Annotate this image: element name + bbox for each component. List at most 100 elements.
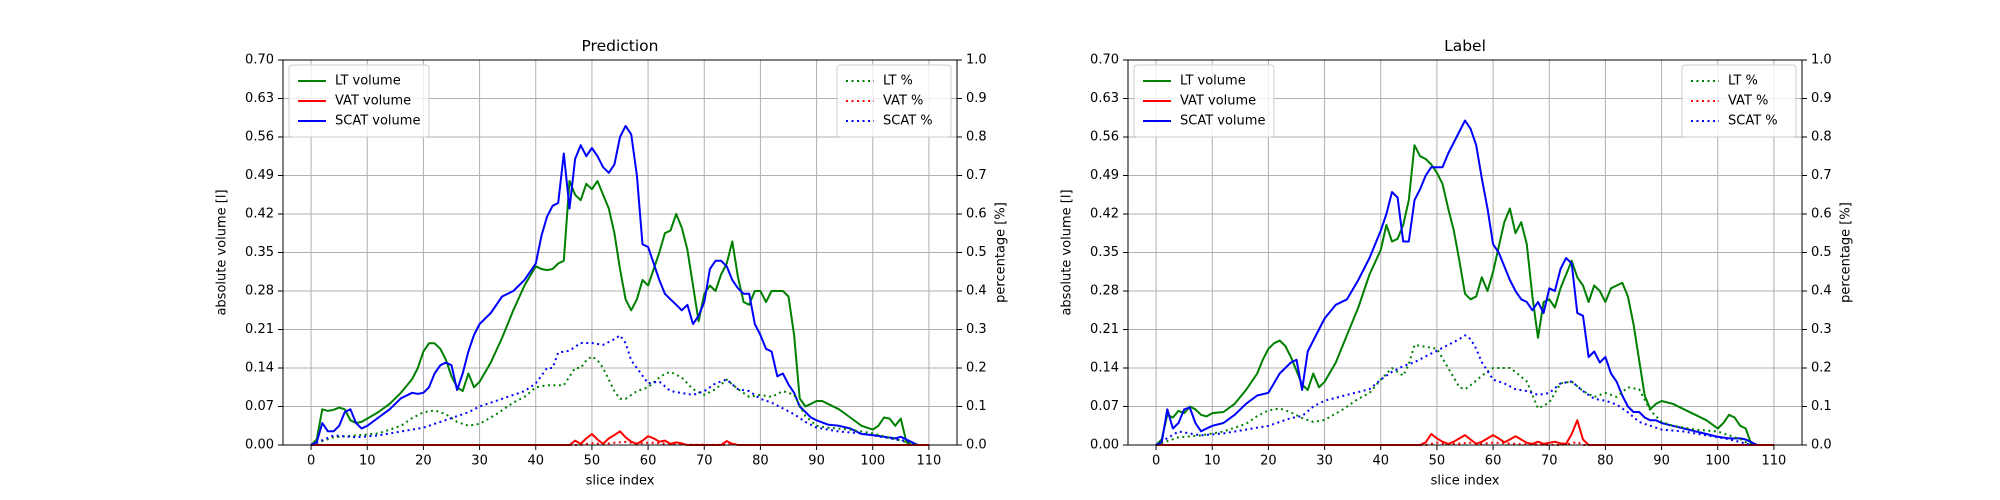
y-right-tick-label: 0.7 bbox=[966, 168, 987, 183]
y-left-axis-label: absolute volume [l] bbox=[215, 189, 230, 315]
y-right-tick-label: 0.0 bbox=[966, 438, 987, 453]
x-tick-label: 80 bbox=[752, 454, 769, 469]
series-line-scat-volume bbox=[1155, 119, 1758, 446]
y-left-tick-label: 0.49 bbox=[1090, 168, 1119, 183]
x-tick-label: 110 bbox=[917, 454, 942, 469]
legend-left: LT volume VAT volume SCAT volume bbox=[288, 64, 430, 138]
legend-label: VAT % bbox=[1728, 94, 1768, 109]
y-right-tick-label: 0.9 bbox=[966, 91, 987, 106]
y-right-tick-label: 0.8 bbox=[966, 130, 987, 145]
y-right-tick-label: 0.4 bbox=[966, 284, 987, 299]
y-left-tick-label: 0.42 bbox=[1090, 207, 1119, 222]
y-left-tick-label: 0.42 bbox=[245, 207, 274, 222]
chart-panel-1: 0 10 20 30 40 50 60 70 80 90 100 110 0.00 0.07 0.14 0.2… bbox=[1060, 37, 1854, 489]
y-right-tick-label: 0.3 bbox=[1811, 322, 1832, 337]
y-left-tick-label: 0.49 bbox=[245, 168, 274, 183]
x-tick-label: 20 bbox=[415, 454, 432, 469]
legend-label: SCAT % bbox=[1728, 114, 1778, 129]
y-left-tick-label: 0.56 bbox=[1090, 130, 1119, 145]
chart-title: Prediction bbox=[581, 37, 658, 55]
x-tick-label: 0 bbox=[307, 454, 315, 469]
x-axis-label: slice index bbox=[586, 474, 655, 489]
series-line-lt-volume bbox=[310, 180, 913, 446]
x-tick-label: 100 bbox=[1705, 454, 1730, 469]
y-left-tick-label: 0.28 bbox=[245, 284, 274, 299]
y-right-tick-label: 0.4 bbox=[1811, 284, 1832, 299]
legend-frame bbox=[836, 64, 952, 138]
x-tick-label: 100 bbox=[860, 454, 885, 469]
x-tick-label: 70 bbox=[1541, 454, 1558, 469]
y-left-tick-label: 0.14 bbox=[245, 361, 274, 376]
y-right-tick-label: 0.8 bbox=[1811, 130, 1832, 145]
x-tick-label: 80 bbox=[1597, 454, 1614, 469]
x-tick-label: 10 bbox=[1204, 454, 1221, 469]
y-left-tick-label: 0.35 bbox=[245, 245, 274, 260]
y-left-tick-label: 0.70 bbox=[1090, 53, 1119, 68]
x-axis-label: slice index bbox=[1431, 474, 1500, 489]
y-right-tick-label: 0.5 bbox=[1811, 245, 1832, 260]
y-right-tick-label: 0.9 bbox=[1811, 91, 1832, 106]
legend-label: VAT volume bbox=[335, 94, 411, 109]
legend-left: LT volume VAT volume SCAT volume bbox=[1133, 64, 1275, 138]
legend-label: LT % bbox=[883, 74, 913, 89]
y-left-tick-label: 0.07 bbox=[245, 399, 274, 414]
series-line-vat bbox=[311, 440, 929, 446]
x-tick-label: 40 bbox=[527, 454, 544, 469]
y-right-tick-label: 0.5 bbox=[966, 245, 987, 260]
x-tick-label: 60 bbox=[640, 454, 657, 469]
y-left-tick-label: 0.07 bbox=[1090, 399, 1119, 414]
y-right-tick-label: 0.6 bbox=[1811, 207, 1832, 222]
legend-label: VAT % bbox=[883, 94, 923, 109]
y-right-tick-label: 1.0 bbox=[1811, 53, 1832, 68]
x-tick-label: 90 bbox=[1653, 454, 1670, 469]
y-left-tick-label: 0.14 bbox=[1090, 361, 1119, 376]
series-line-vat bbox=[1156, 440, 1774, 446]
series-line-scat bbox=[310, 334, 919, 446]
series-line-lt bbox=[310, 355, 918, 446]
legend-frame bbox=[1133, 64, 1275, 138]
y-left-tick-label: 0.56 bbox=[245, 130, 274, 145]
y-left-tick-label: 0.00 bbox=[1090, 438, 1119, 453]
legend-label: LT volume bbox=[1180, 74, 1246, 89]
y-left-tick-label: 0.63 bbox=[245, 91, 274, 106]
y-right-tick-label: 0.1 bbox=[1811, 399, 1832, 414]
x-tick-label: 70 bbox=[696, 454, 713, 469]
legend-right: LT % VAT % SCAT % bbox=[1681, 64, 1797, 138]
y-left-tick-label: 0.35 bbox=[1090, 245, 1119, 260]
legend-label: SCAT % bbox=[883, 114, 933, 129]
x-tick-label: 20 bbox=[1260, 454, 1277, 469]
series-line-vat-volume bbox=[1156, 419, 1774, 446]
x-tick-label: 90 bbox=[808, 454, 825, 469]
y-left-tick-label: 0.21 bbox=[245, 322, 274, 337]
legend-label: SCAT volume bbox=[335, 114, 420, 129]
x-tick-label: 30 bbox=[1316, 454, 1333, 469]
y-left-tick-label: 0.63 bbox=[1090, 91, 1119, 106]
legend-label: LT volume bbox=[335, 74, 401, 89]
legend-frame bbox=[1681, 64, 1797, 138]
legend-label: SCAT volume bbox=[1180, 114, 1265, 129]
series-line-lt-volume bbox=[1155, 144, 1753, 446]
y-right-tick-label: 0.2 bbox=[966, 361, 987, 376]
x-tick-label: 50 bbox=[584, 454, 601, 469]
chart-panel-0: 0 10 20 30 40 50 60 70 80 90 100 110 0.00 0.07 0.14 0.2… bbox=[215, 37, 1009, 489]
y-right-tick-label: 0.0 bbox=[1811, 438, 1832, 453]
y-right-tick-label: 1.0 bbox=[966, 53, 987, 68]
y-right-tick-label: 0.1 bbox=[966, 399, 987, 414]
legend-label: LT % bbox=[1728, 74, 1758, 89]
x-tick-label: 110 bbox=[1762, 454, 1787, 469]
y-left-tick-label: 0.28 bbox=[1090, 284, 1119, 299]
y-right-tick-label: 0.6 bbox=[966, 207, 987, 222]
x-tick-label: 50 bbox=[1429, 454, 1446, 469]
y-left-tick-label: 0.70 bbox=[245, 53, 274, 68]
y-right-tick-label: 0.3 bbox=[966, 322, 987, 337]
legend-right: LT % VAT % SCAT % bbox=[836, 64, 952, 138]
series-line-scat bbox=[1155, 334, 1752, 446]
x-tick-label: 60 bbox=[1485, 454, 1502, 469]
y-left-tick-label: 0.00 bbox=[245, 438, 274, 453]
chart-title: Label bbox=[1444, 37, 1486, 55]
x-tick-label: 0 bbox=[1152, 454, 1160, 469]
legend-label: VAT volume bbox=[1180, 94, 1256, 109]
x-tick-label: 40 bbox=[1372, 454, 1389, 469]
y-right-axis-label: percentage [%] bbox=[1839, 202, 1854, 303]
